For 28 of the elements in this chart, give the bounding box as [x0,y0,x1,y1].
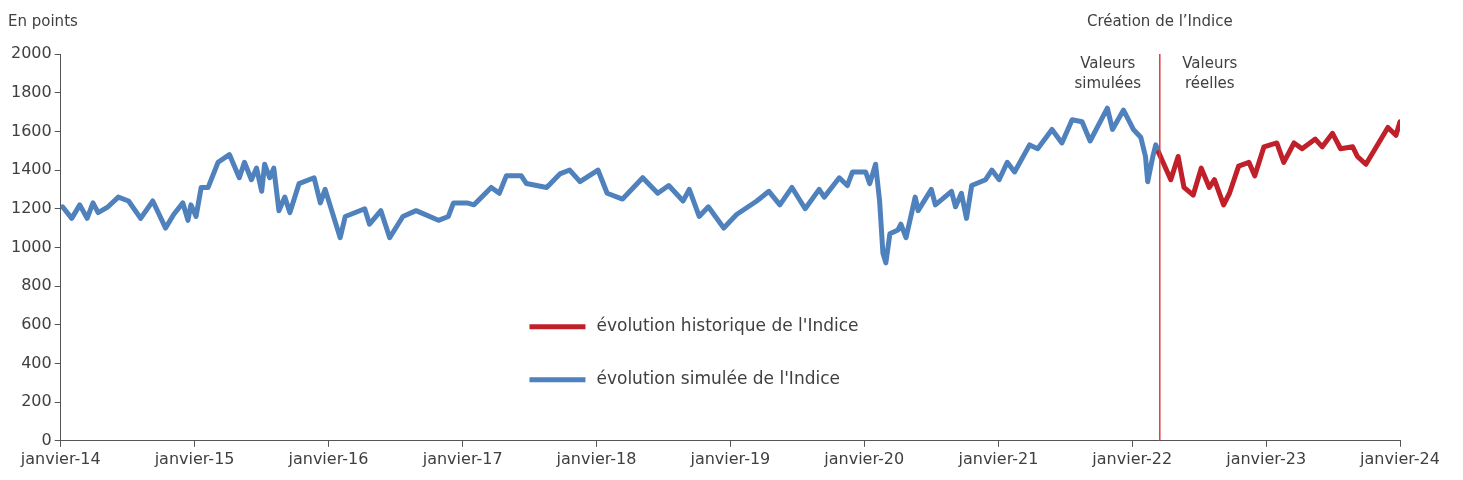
annotation: Valeurs réelles [1182,54,1238,92]
x-tick-label: janvier-15 [153,448,235,468]
y-tick-label: 2000 [11,43,52,63]
ref-line-label: Création de l’Indice [1086,12,1233,30]
y-tick-label: 600 [21,313,52,333]
x-tick-label: janvier-24 [1359,448,1440,468]
y-tick-label: 1800 [11,81,52,101]
y-tick-label: 200 [21,391,52,411]
x-tick-label: janvier-23 [1225,448,1307,468]
legend-label: évolution simulée de l'Indice [596,368,840,389]
x-tick-label: janvier-22 [1091,448,1173,468]
x-tick-label: janvier-14 [19,448,101,468]
y-tick-label: 800 [21,275,52,295]
x-tick-label: janvier-17 [421,448,503,468]
y-tick-label: 1200 [11,197,52,217]
y-tick-label: 1600 [11,120,52,140]
x-tick-label: janvier-21 [957,448,1039,468]
x-tick-label: janvier-18 [555,448,637,468]
y-tick-label: 1000 [11,236,52,256]
x-tick-label: janvier-19 [689,448,771,468]
y-tick-label: 1400 [11,159,52,179]
x-tick-label: janvier-16 [287,448,369,468]
y-tick-label: 400 [21,352,52,372]
y-tick-label: 0 [41,429,52,449]
x-tick-label: janvier-20 [823,448,905,468]
y-axis-title: En points [8,12,79,30]
legend-label: évolution historique de l'Indice [596,315,859,336]
annotation: Valeurs simulées [1074,54,1142,92]
